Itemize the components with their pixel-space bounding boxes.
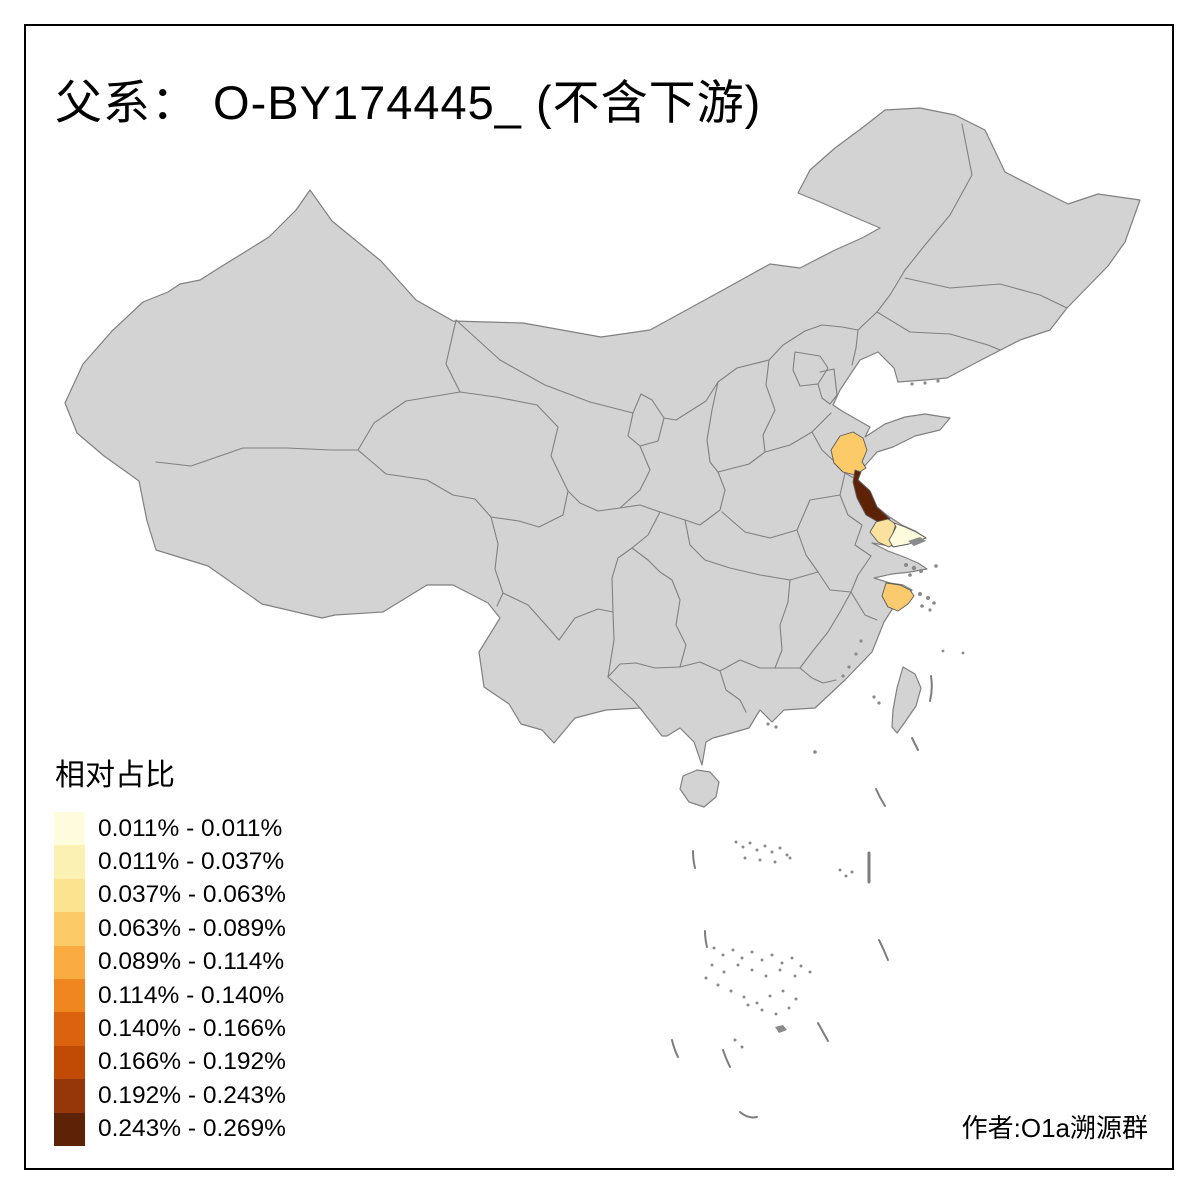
- nine-dash-line: [671, 675, 933, 1119]
- legend-label: 0.037% - 0.063%: [98, 881, 286, 909]
- legend-row: 0.114% - 0.140%: [54, 978, 286, 1013]
- legend-label: 0.243% - 0.269%: [98, 1115, 286, 1143]
- highlighted-prefecture-5: [881, 582, 915, 612]
- islands: [679, 537, 926, 1033]
- legend-swatch: [54, 878, 85, 913]
- legend-row: 0.140% - 0.166%: [54, 1012, 286, 1046]
- legend-swatch: [54, 845, 85, 879]
- legend-swatch: [54, 1012, 85, 1046]
- spratly-large-islet: [775, 1025, 787, 1033]
- page-title: 父系： O-BY174445_ (不含下游): [55, 76, 762, 129]
- legend-row: 0.166% - 0.192%: [54, 1045, 286, 1080]
- taiwan-island: [891, 666, 922, 734]
- legend-swatch: [54, 1079, 85, 1113]
- legend-row: 0.011% - 0.011%: [54, 812, 286, 846]
- legend-swatch: [54, 945, 85, 979]
- legend-row: 0.037% - 0.063%: [54, 878, 286, 913]
- author-credit: 作者:O1a溯源群: [961, 1113, 1148, 1143]
- legend-label: 0.063% - 0.089%: [98, 914, 286, 942]
- legend-row: 0.243% - 0.269%: [54, 1112, 286, 1146]
- legend-label: 0.089% - 0.114%: [98, 948, 285, 976]
- legend-label: 0.114% - 0.140%: [98, 981, 285, 1009]
- legend-row: 0.011% - 0.037%: [54, 845, 286, 879]
- legend-row: 0.089% - 0.114%: [54, 945, 286, 979]
- legend-label: 0.011% - 0.011%: [98, 814, 283, 842]
- highlighted-prefecture-2: [852, 469, 891, 524]
- province-borders: [155, 123, 1068, 713]
- legend-label: 0.140% - 0.166%: [98, 1015, 286, 1043]
- hainan-island: [679, 769, 720, 808]
- legend: 相对占比 0.011% - 0.011% 0.011% - 0.037% 0.0…: [54, 750, 286, 1146]
- legend-swatch: [54, 1045, 85, 1080]
- islet-dots: [704, 379, 965, 1049]
- legend-label: 0.011% - 0.037%: [98, 848, 285, 876]
- legend-swatch: [54, 912, 85, 946]
- legend-row: 0.063% - 0.089%: [54, 912, 286, 946]
- legend-swatch: [54, 812, 85, 846]
- legend-label: 0.192% - 0.243%: [98, 1081, 286, 1109]
- legend-title: 相对占比: [55, 759, 175, 792]
- highlighted-prefecture-1: [830, 431, 868, 476]
- legend-swatch: [54, 1112, 85, 1146]
- legend-label: 0.166% - 0.192%: [98, 1048, 286, 1076]
- chongming-island: [908, 537, 926, 546]
- legend-row: 0.192% - 0.243%: [54, 1079, 286, 1113]
- legend-swatch: [54, 978, 85, 1013]
- china-mainland-shape: [64, 107, 1141, 766]
